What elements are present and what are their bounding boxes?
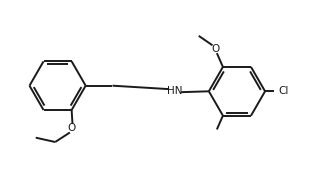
Text: Cl: Cl [278, 86, 288, 96]
Text: HN: HN [167, 86, 183, 96]
Text: O: O [211, 44, 219, 54]
Text: O: O [68, 123, 76, 133]
